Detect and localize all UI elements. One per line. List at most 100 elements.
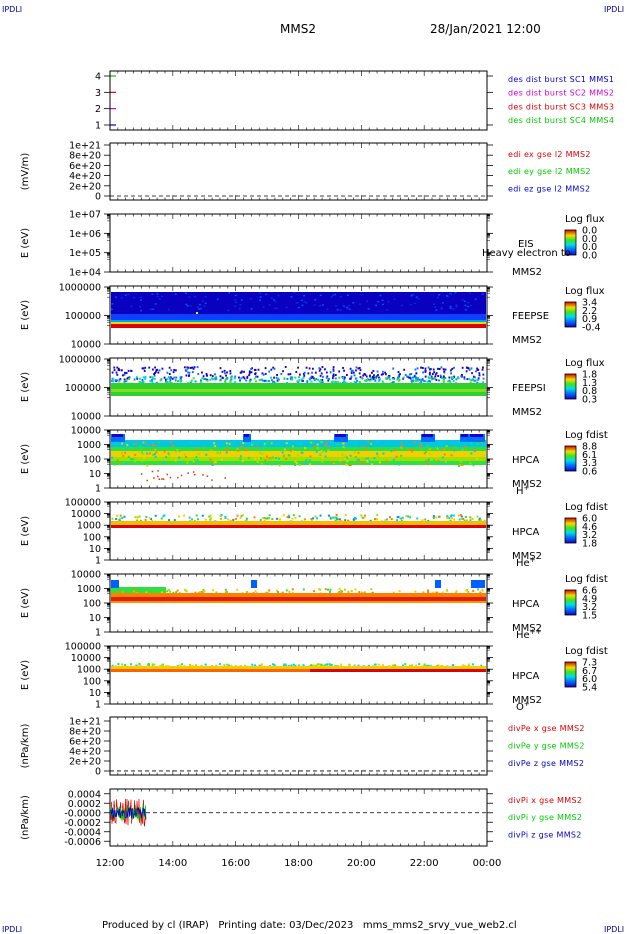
spectrogram-cell: [434, 453, 437, 456]
spectrogram-cell: [193, 366, 196, 369]
spectrogram-cell: [366, 300, 369, 302]
spectrogram-cell: [463, 445, 466, 448]
spectrogram-cell: [204, 663, 207, 666]
spectrogram-cell: [160, 295, 163, 298]
spectrogram-cell: [275, 517, 278, 520]
spectrogram-cell: [313, 590, 316, 593]
colorbar-title: Log fdist: [565, 502, 608, 513]
spectrogram-cell: [446, 515, 449, 518]
spectrogram-cell: [451, 447, 454, 450]
spectrogram-cell: [162, 515, 165, 518]
colorbar-tick-label: 0.0: [582, 242, 597, 253]
colorbar-tick-label: 3.4: [582, 298, 597, 309]
spectrogram-cell: [118, 378, 121, 381]
spectrogram-cell: [320, 450, 323, 453]
spectrogram-cell: [121, 663, 124, 666]
spectrogram-cell: [179, 377, 182, 380]
y-tick-label: 10: [89, 688, 101, 699]
spectrogram-band: [111, 447, 486, 451]
spectrogram-cell: [398, 590, 401, 593]
spectrogram-cell: [460, 447, 463, 450]
spectrogram-cell: [283, 448, 286, 451]
corner-label-bottom-left: IPDLI: [2, 925, 23, 934]
spectrogram-cell: [236, 514, 239, 517]
spectrogram-cell: [410, 376, 413, 379]
spectrogram-cell: [268, 589, 271, 592]
spectrogram-cell: [112, 434, 123, 437]
spectrogram-cell: [416, 377, 419, 380]
y-tick-label: 2e+20: [69, 757, 101, 768]
spectrogram-cell: [325, 450, 328, 453]
spectrogram-cell: [451, 517, 454, 520]
spectrogram-cell: [274, 456, 277, 459]
colorbar-title: Log flux: [565, 286, 605, 297]
spectrogram-cell: [285, 664, 288, 667]
spectrogram-cell: [310, 380, 313, 383]
spectrogram-cell: [434, 516, 437, 519]
spectrogram-cell: [336, 443, 339, 446]
spectrogram-cell: [142, 441, 145, 444]
spectrogram-cell: [432, 515, 435, 518]
spectrogram-cell: [239, 371, 242, 374]
spectrogram-cell: [455, 305, 458, 308]
spectrogram-cell: [342, 445, 345, 448]
spectrogram-cell: [381, 380, 384, 383]
spectrogram-cell: [243, 434, 251, 442]
spectrogram-cell: [436, 591, 439, 594]
spectrogram-cell: [315, 450, 318, 453]
spectrogram-cell: [172, 591, 175, 594]
spectrogram-cell: [151, 377, 154, 380]
spectrogram-cell: [216, 452, 219, 455]
spectrogram-cell: [138, 515, 141, 518]
y-tick-label: -0.0006: [64, 837, 101, 848]
spectrogram-cell: [471, 372, 473, 375]
spectrogram-cell: [200, 379, 202, 382]
spectrogram-cell: [162, 478, 165, 480]
spectrogram-cell: [309, 455, 312, 458]
colorbar-tick-label: 0.8: [582, 386, 597, 397]
spectrogram-cell: [301, 451, 304, 454]
spectrogram-cell: [438, 367, 441, 370]
instrument-subtitle: Heavy electron to: [482, 248, 571, 259]
spectrogram-cell: [209, 514, 212, 517]
spectrogram-cell: [344, 381, 347, 384]
spectrogram-cell: [334, 519, 337, 522]
spectrogram-cell: [311, 367, 314, 370]
spectrogram-cell: [203, 446, 206, 449]
spectrogram-cell: [239, 303, 242, 306]
spectrogram-cell: [324, 588, 327, 591]
spectrogram-cell: [255, 380, 258, 383]
spectrogram-cell: [421, 519, 424, 522]
spectrogram-cell: [239, 458, 242, 461]
spectrogram-cell: [273, 376, 276, 379]
spectrogram-cell: [463, 376, 466, 379]
spectrogram-cell: [378, 376, 380, 379]
spectrogram-cell: [355, 366, 358, 369]
spectrogram-cell: [266, 591, 269, 594]
spectrogram-cell: [367, 441, 370, 444]
panel-frame: [109, 142, 488, 201]
spectrogram-cell: [221, 370, 224, 373]
spectrogram-cell: [142, 456, 145, 459]
spectrogram-cell: [342, 376, 345, 379]
colorbar: [564, 517, 577, 544]
spectrogram-cell: [261, 372, 264, 375]
spectrogram-cell: [471, 663, 474, 666]
spectrogram-cell: [141, 451, 144, 454]
spectrogram-cell: [295, 370, 298, 373]
spectrogram-cell: [463, 377, 466, 380]
spectrogram-cell: [319, 368, 322, 371]
y-tick-label: 6e+20: [69, 737, 101, 748]
spectrogram-cell: [189, 305, 192, 307]
spectrogram-cell: [425, 450, 428, 453]
spectrogram-cell: [276, 374, 278, 377]
spectrogram-cell: [167, 452, 170, 455]
y-tick-label: 0: [95, 192, 101, 203]
spectrogram-cell: [311, 375, 314, 378]
spectrogram-cell: [174, 379, 177, 382]
y-tick-label: 1000000: [59, 283, 101, 294]
spectrogram-cell: [305, 366, 308, 369]
spectrogram-cell: [154, 371, 156, 374]
y-tick-label: 4: [95, 72, 101, 83]
spectrogram-cell: [310, 376, 313, 379]
